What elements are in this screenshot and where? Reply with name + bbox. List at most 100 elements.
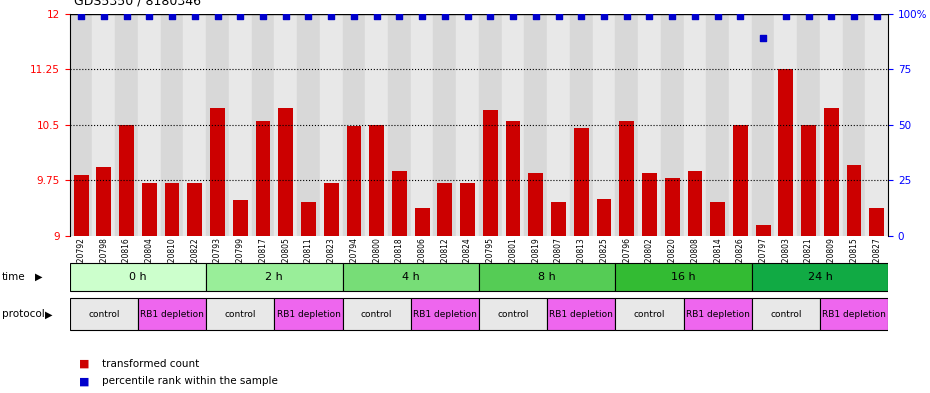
Text: 4 h: 4 h (402, 272, 419, 282)
Bar (616, 263, 751, 291)
Bar (70, 14, 92, 236)
Bar (115, 14, 138, 236)
Bar (274, 14, 297, 236)
Point (142, 13, 157, 19)
Bar (751, 263, 888, 291)
Bar (479, 299, 547, 330)
Bar (797, 14, 820, 236)
Bar (278, 108, 293, 236)
Bar (252, 14, 274, 236)
Bar (138, 299, 206, 330)
Bar (525, 14, 547, 236)
Text: 2 h: 2 h (265, 272, 284, 282)
Bar (365, 14, 388, 236)
Text: 24 h: 24 h (807, 272, 832, 282)
Point (574, 13, 589, 19)
Bar (342, 14, 365, 236)
Point (756, 35, 771, 41)
Point (73, 13, 88, 19)
Bar (324, 182, 339, 236)
Point (347, 13, 362, 19)
Bar (616, 299, 684, 330)
Bar (206, 14, 229, 236)
Bar (320, 14, 342, 236)
Bar (97, 167, 112, 236)
Point (460, 13, 475, 19)
Point (665, 13, 680, 19)
Bar (457, 14, 479, 236)
Bar (820, 14, 843, 236)
Bar (460, 182, 475, 236)
Text: transformed count: transformed count (102, 358, 200, 369)
Text: control: control (498, 310, 529, 319)
Bar (342, 299, 411, 330)
Point (824, 13, 839, 19)
Point (846, 13, 861, 19)
Point (596, 13, 611, 19)
Bar (711, 202, 725, 236)
Bar (342, 263, 479, 291)
Bar (574, 129, 589, 236)
Bar (751, 14, 775, 236)
Text: control: control (224, 310, 256, 319)
Bar (433, 14, 457, 236)
Text: ■: ■ (79, 376, 89, 386)
Point (232, 13, 247, 19)
Bar (229, 14, 252, 236)
Bar (684, 14, 706, 236)
Text: 16 h: 16 h (671, 272, 696, 282)
Bar (616, 14, 638, 236)
Bar (687, 171, 702, 236)
Point (711, 13, 725, 19)
Text: ▶: ▶ (45, 309, 52, 320)
Bar (206, 263, 342, 291)
Bar (570, 14, 592, 236)
Bar (70, 263, 206, 291)
Bar (866, 14, 888, 236)
Bar (665, 178, 680, 236)
Bar (846, 165, 861, 236)
Bar (301, 202, 316, 236)
Bar (479, 263, 616, 291)
Bar (501, 14, 525, 236)
Text: RB1 depletion: RB1 depletion (276, 310, 340, 319)
Point (733, 13, 748, 19)
Point (165, 13, 179, 19)
Text: percentile rank within the sample: percentile rank within the sample (102, 376, 278, 386)
Bar (165, 182, 179, 236)
Point (187, 13, 202, 19)
Bar (775, 14, 797, 236)
Bar (70, 299, 138, 330)
Point (392, 13, 406, 19)
Point (324, 13, 339, 19)
Bar (256, 121, 271, 236)
Bar (392, 171, 406, 236)
Text: RB1 depletion: RB1 depletion (550, 310, 613, 319)
Bar (92, 14, 115, 236)
Text: ■: ■ (79, 358, 89, 369)
Bar (119, 125, 134, 236)
Bar (206, 299, 274, 330)
Text: GDS5350 / 8180346: GDS5350 / 8180346 (74, 0, 202, 8)
Bar (369, 125, 384, 236)
Bar (415, 208, 430, 236)
Point (801, 13, 816, 19)
Point (870, 13, 884, 19)
Point (256, 13, 271, 19)
Bar (820, 299, 888, 330)
Bar (479, 14, 501, 236)
Point (778, 13, 793, 19)
Text: time: time (2, 272, 25, 282)
Point (483, 13, 498, 19)
Text: RB1 depletion: RB1 depletion (685, 310, 750, 319)
Bar (388, 14, 411, 236)
Bar (547, 299, 616, 330)
Text: RB1 depletion: RB1 depletion (413, 310, 477, 319)
Text: control: control (770, 310, 802, 319)
Bar (547, 14, 570, 236)
Point (369, 13, 384, 19)
Bar (638, 14, 661, 236)
Text: ▶: ▶ (35, 272, 43, 282)
Text: RB1 depletion: RB1 depletion (822, 310, 886, 319)
Text: protocol: protocol (2, 309, 45, 320)
